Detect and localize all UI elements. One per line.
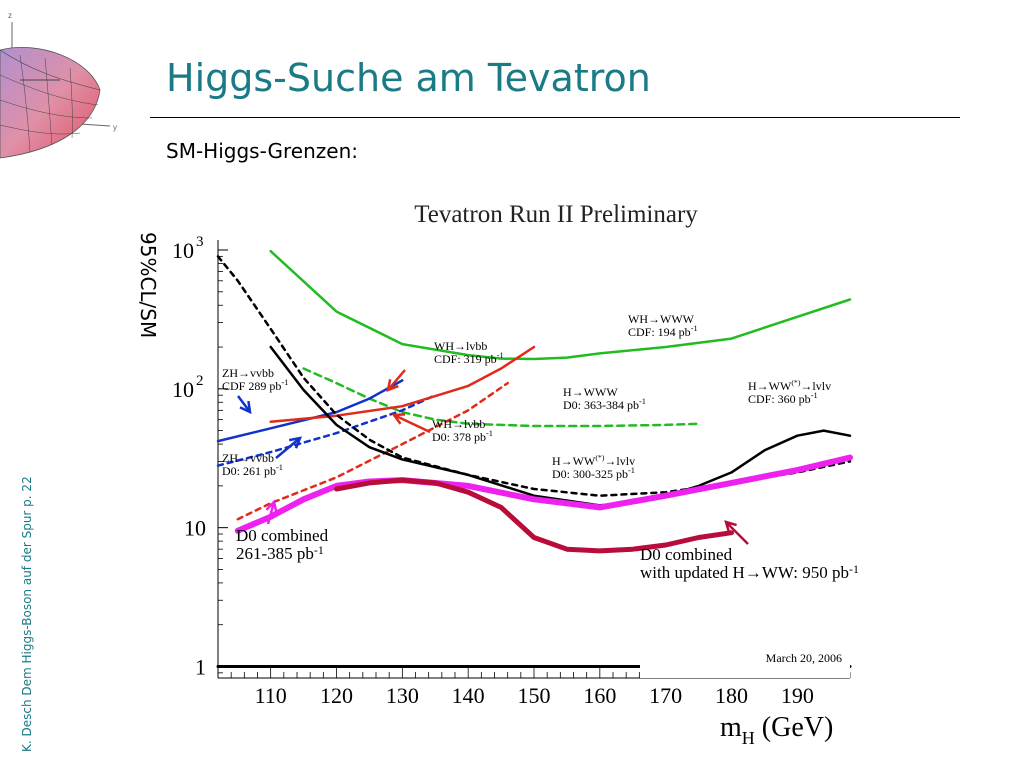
series-cdf_wh_www	[269, 249, 852, 361]
y-tick-exponent: 2	[196, 373, 204, 389]
series-d0_combined_updated	[334, 477, 734, 554]
label-d0_combined-sub: 261-385 pb-1	[236, 543, 324, 563]
label-d0_zh: ZH→vvbb	[222, 451, 274, 465]
arrow-d0-wh-lvbb	[393, 413, 431, 434]
series-cdf_wh_lvbb	[269, 345, 536, 423]
x-tick-label: 120	[320, 683, 353, 708]
label-d0_combined: D0 combined	[236, 526, 329, 545]
title-divider	[150, 117, 960, 118]
x-tick-label: 140	[452, 683, 485, 708]
label-d0_combined_updated: D0 combined	[640, 545, 733, 564]
y-tick-exponent: 3	[196, 234, 204, 250]
x-axis-label: mH (GeV)	[720, 712, 833, 748]
label-cdf_hww: H→WW(*)→lvlv	[748, 378, 831, 393]
x-tick-label: 190	[781, 683, 814, 708]
label-cdf_wh_lvbb-sub: CDF: 319 pb-1	[434, 351, 504, 366]
label-d0_hww: H→WW(*)→lvlv	[552, 453, 635, 468]
x-tick-label: 130	[386, 683, 419, 708]
x-tick-label: 160	[583, 683, 616, 708]
slide-title: Higgs-Suche am Tevatron	[166, 56, 651, 100]
arrow-cdf-wh-lvbb-head	[386, 378, 399, 392]
arrow-d0-zh-head	[288, 436, 302, 449]
series-d0_wh_www	[302, 367, 700, 428]
date-box	[640, 644, 850, 678]
label-cdf_zh: ZH→vvbb	[222, 366, 274, 380]
label-d0_wh_www: H→WWW	[563, 385, 618, 399]
arrow-cdf-wh-lvbb	[387, 369, 406, 391]
label-cdf_hww-sub: CDF: 360 pb-1	[748, 391, 818, 406]
slide-subtitle: SM-Higgs-Grenzen:	[166, 139, 359, 163]
y-tick-label: 10	[184, 516, 206, 541]
arrow-d0-combined-updated	[725, 521, 749, 545]
series-cdf_zh	[216, 379, 404, 443]
series-d0_combined	[234, 454, 853, 534]
arrow-cdf-zh-head	[239, 400, 252, 415]
logo-axis-y: y	[113, 123, 117, 132]
logo-axis-z: z	[8, 11, 12, 20]
y-tick-label: 10	[172, 377, 194, 402]
label-d0_hww-sub: D0: 300-325 pb-1	[552, 466, 635, 481]
chart-title: Tevatron Run II Preliminary	[414, 201, 698, 228]
x-tick-label: 110	[255, 683, 287, 708]
label-d0_combined_updated-sub: with updated H→WW: 950 pb-1	[640, 562, 859, 582]
x-tick-label: 150	[518, 683, 551, 708]
label-d0_wh_lvbb: WH→lvbb	[432, 417, 485, 431]
label-d0_wh_www-sub: D0: 363-384 pb-1	[563, 397, 646, 412]
arrow-d0-wh-lvbb-head	[391, 413, 406, 425]
series-d0_wh_lvbb	[236, 381, 509, 521]
arrow-d0-combined-updated-head	[724, 520, 737, 533]
arrow-d0-combined-head	[265, 499, 278, 513]
3d-surface-plot-icon: z y	[0, 11, 117, 159]
x-tick-label: 180	[715, 683, 748, 708]
series-d0_zh	[216, 393, 437, 467]
x-tick-label: 170	[649, 683, 682, 708]
label-cdf_wh_www-sub: CDF: 194 pb-1	[628, 324, 698, 339]
date-note: March 20, 2006	[766, 651, 842, 665]
arrow-cdf-zh	[237, 395, 251, 413]
y-tick-label: 10	[172, 238, 194, 263]
label-d0_zh-sub: D0: 261 pb-1	[222, 463, 283, 478]
label-cdf_wh_lvbb: WH→lvbb	[434, 339, 487, 353]
arrow-d0-combined	[266, 501, 276, 525]
label-cdf_zh-sub: CDF 289 pb-1	[222, 378, 288, 393]
arrow-d0-zh	[275, 437, 301, 459]
label-cdf_wh_www: WH→WWW	[628, 312, 695, 326]
series-d0_hww	[216, 255, 852, 497]
label-d0_wh_lvbb-sub: D0: 378 pb-1	[432, 429, 493, 444]
y-tick-label: 1	[195, 654, 206, 679]
